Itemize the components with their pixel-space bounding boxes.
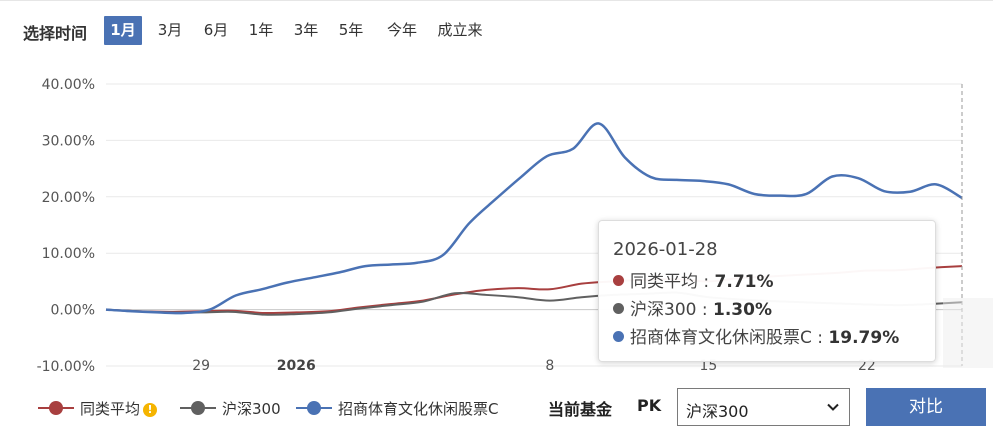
legend-swatch [180, 401, 216, 415]
range-option-4[interactable]: 3年 [293, 21, 319, 39]
x-axis-ticks: 29 2026 8 15 22 [192, 358, 876, 374]
chart-tooltip: 2026-01-28 同类平均 : 7.71% 沪深300 : 1.30% 招商… [598, 220, 936, 362]
x-tick-label: 2026 [277, 358, 316, 374]
tooltip-row-csi300: 沪深300 : 1.30% [613, 295, 772, 320]
tooltip-series-name: 沪深300 [630, 300, 697, 320]
legend-swatch [38, 401, 74, 415]
top-divider [0, 0, 993, 1]
y-tick-label: 0.00% [51, 303, 95, 319]
range-option-0[interactable]: 1月 [104, 16, 142, 45]
series-dot [613, 331, 624, 342]
tooltip-row-fund: 招商体育文化休闲股票C : 19.79% [613, 323, 899, 348]
range-option-1[interactable]: 3月 [157, 21, 183, 39]
tooltip-series-value: 19.79% [828, 328, 900, 348]
y-axis-ticks: 40.00% 30.00% 20.00% 10.00% 0.00% -10.00% [37, 77, 95, 375]
series-dot [613, 275, 624, 286]
compare-button[interactable]: 对比 [866, 388, 986, 426]
range-option-5[interactable]: 5年 [338, 21, 364, 39]
x-tick-label: 15 [699, 358, 717, 374]
tooltip-date: 2026-01-28 [613, 239, 718, 260]
tooltip-series-value: 1.30% [713, 300, 772, 320]
y-tick-label: 10.00% [42, 246, 95, 262]
tooltip-series-name: 招商体育文化休闲股票C [630, 328, 812, 348]
current-fund-label: 当前基金 [548, 400, 613, 419]
select-value: 沪深300 [686, 402, 749, 421]
range-option-6[interactable]: 今年 [386, 21, 417, 39]
tooltip-series-name: 同类平均 [630, 272, 698, 292]
warning-icon[interactable]: ! [143, 403, 158, 417]
x-tick-label: 22 [858, 358, 876, 374]
tooltip-row-category-average: 同类平均 : 7.71% [613, 267, 774, 292]
range-option-2[interactable]: 6月 [203, 21, 229, 39]
tooltip-series-value: 7.71% [714, 272, 774, 292]
legend-label: 招商体育文化休闲股票C [338, 400, 499, 418]
blurred-area [943, 298, 993, 368]
chevron-down-icon [827, 403, 839, 411]
legend-swatch [296, 401, 332, 415]
time-range-label: 选择时间 [23, 24, 88, 43]
y-tick-label: -10.00% [37, 359, 95, 375]
compare-target-select[interactable]: 沪深300 [677, 388, 850, 426]
legend-label: 沪深300 [222, 400, 281, 418]
y-tick-label: 30.00% [42, 133, 95, 149]
time-range-bar: 选择时间 1月 3月 6月 1年 3年 5年 今年 成立来 [0, 0, 993, 62]
y-tick-label: 40.00% [42, 77, 95, 93]
series-line-2 [105, 122, 963, 315]
legend-label: 同类平均 [80, 400, 141, 418]
range-option-3[interactable]: 1年 [248, 21, 274, 39]
range-option-7[interactable]: 成立来 [437, 21, 483, 39]
pk-label: PK [637, 396, 662, 415]
series-dot [613, 303, 624, 314]
y-tick-label: 20.00% [42, 190, 95, 206]
x-tick-label: 29 [192, 358, 210, 374]
x-tick-label: 8 [545, 358, 554, 374]
